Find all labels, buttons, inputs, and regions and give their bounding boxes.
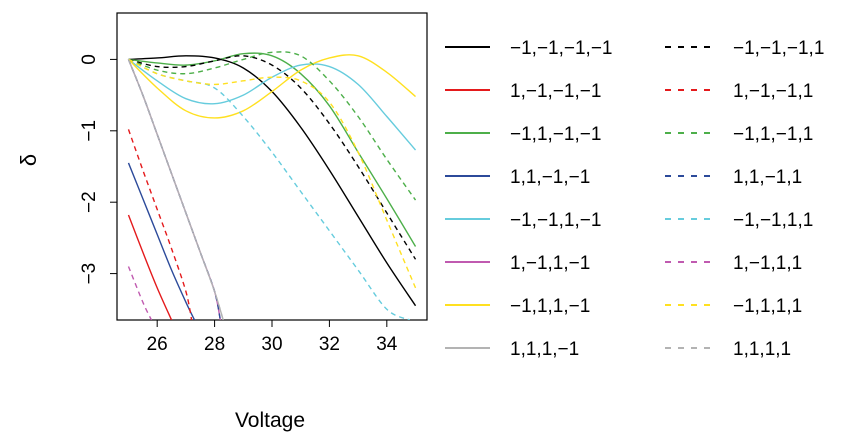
x-tick-label: 26 xyxy=(147,334,168,355)
legend-label: 1,1,−1,1 xyxy=(733,167,802,188)
series-line xyxy=(127,162,196,320)
legend-label: 1,−1,−1,−1 xyxy=(510,81,601,102)
x-tick-label: 30 xyxy=(261,334,282,355)
x-tick-label: 32 xyxy=(319,334,340,355)
legend-label: −1,1,−1,−1 xyxy=(510,124,601,145)
series-line xyxy=(128,58,417,289)
series-layer xyxy=(127,51,417,320)
legend-label: −1,1,1,−1 xyxy=(510,296,590,317)
y-tick-label: 0 xyxy=(79,54,100,65)
legend-label: 1,−1,−1,1 xyxy=(733,81,813,102)
plot-frame xyxy=(116,12,428,321)
series-line xyxy=(128,55,417,260)
legend-label: 1,−1,1,−1 xyxy=(510,253,590,274)
x-tick-label: 34 xyxy=(376,334,398,355)
series-line xyxy=(127,214,173,320)
legend-label: −1,−1,1,1 xyxy=(733,210,813,231)
series-line xyxy=(128,58,411,320)
legend-label: 1,1,−1,−1 xyxy=(510,167,590,188)
series-line xyxy=(127,59,224,320)
series-line xyxy=(127,59,222,320)
y-tick-label: −2 xyxy=(79,191,100,213)
x-axis-label: Voltage xyxy=(235,409,305,432)
series-line xyxy=(128,51,417,201)
y-tick-label: −3 xyxy=(79,263,100,285)
series-line xyxy=(127,266,153,320)
series-line xyxy=(127,59,222,320)
y-tick-label: −1 xyxy=(79,120,100,142)
legend-label: 1,−1,1,1 xyxy=(733,253,802,274)
x-tick-label: 28 xyxy=(204,334,225,355)
series-line xyxy=(127,129,193,320)
legend-label: 1,1,1,1 xyxy=(733,339,791,360)
legend-label: −1,−1,1,−1 xyxy=(510,210,601,231)
legend-label: −1,−1,−1,1 xyxy=(733,38,824,59)
series-line xyxy=(128,52,417,247)
legend-label: −1,1,−1,1 xyxy=(733,124,813,145)
legend: −1,−1,−1,−1 1,−1,−1,−1 −1,1,−1,−1 1,1,−1,−1… xyxy=(445,38,824,360)
legend-label: −1,1,1,1 xyxy=(733,296,802,317)
legend-label: 1,1,1,−1 xyxy=(510,339,579,360)
series-line xyxy=(127,54,416,119)
legend-label: −1,−1,−1,−1 xyxy=(510,38,613,59)
axes-layer: 26 28 30 32 34 0 −1 −2 −3 xyxy=(79,54,398,355)
y-axis-label: δ xyxy=(16,154,41,166)
